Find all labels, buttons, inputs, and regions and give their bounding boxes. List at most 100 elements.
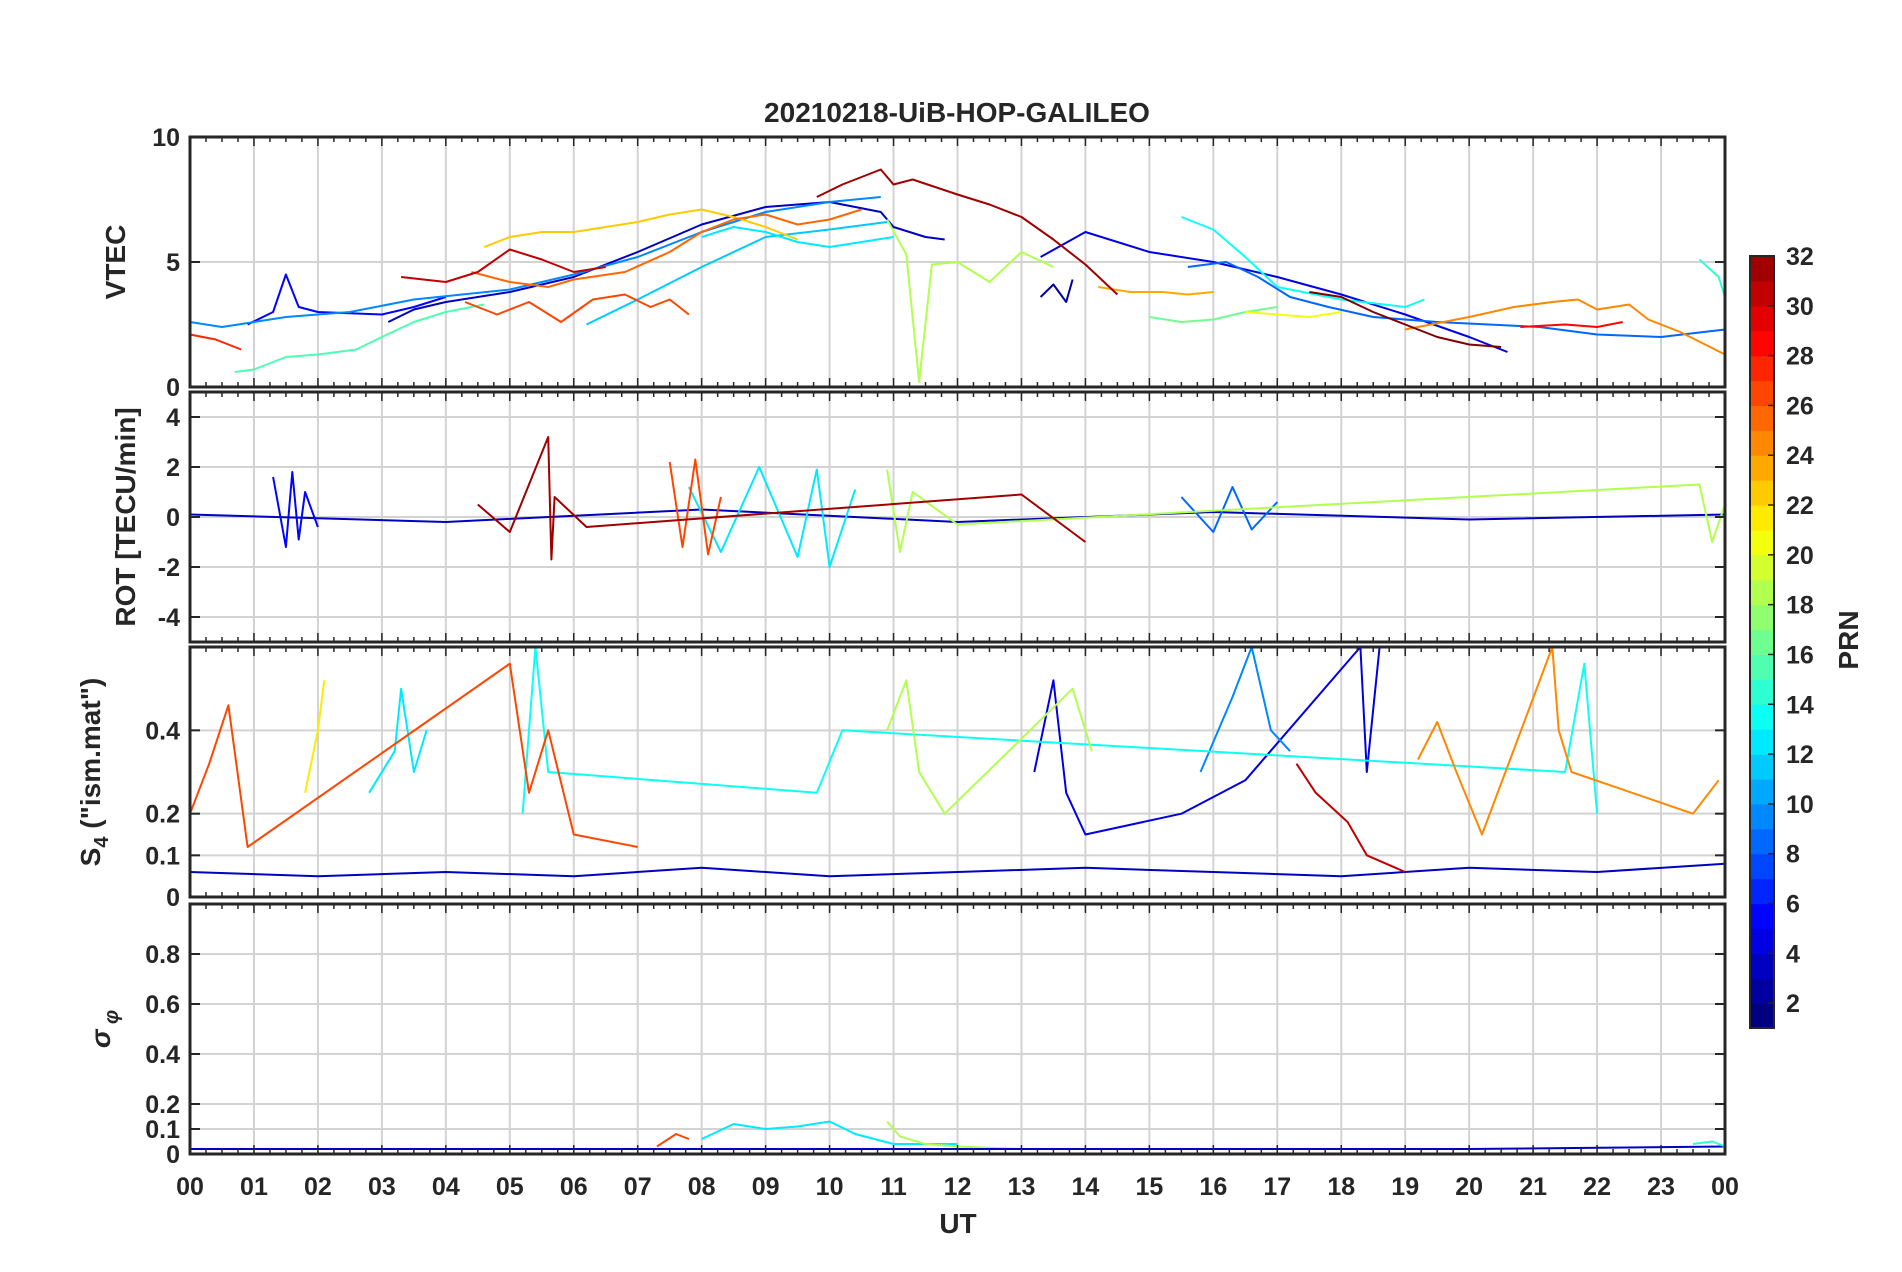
series-prn-22 <box>483 208 798 248</box>
x-tick-label: 12 <box>944 1173 972 1201</box>
series-prn-2 <box>1039 279 1074 303</box>
colorbar-segment <box>1750 280 1774 307</box>
y-axis-title: σ φ <box>85 1010 123 1048</box>
y-tick-label: -4 <box>158 604 180 632</box>
colorbar-segment <box>1750 604 1774 631</box>
series-prn-5 <box>247 273 447 326</box>
x-tick-label: 10 <box>816 1173 844 1201</box>
colorbar-tick-label: 14 <box>1786 691 1814 719</box>
colorbar-tick-label: 28 <box>1786 343 1814 371</box>
colorbar-tick-label: 2 <box>1786 990 1800 1018</box>
colorbar-frame <box>1749 255 1775 1029</box>
series-prn-26 <box>189 662 638 848</box>
colorbar-label: PRN <box>1833 610 1864 669</box>
colorbar-segment <box>1750 928 1774 954</box>
colorbar-segment <box>1750 878 1774 905</box>
series-prn-12 <box>688 466 857 568</box>
series-prn-3 <box>387 201 945 323</box>
series-prn-23 <box>1098 286 1214 296</box>
sigma-panel: 00.10.2 0.4 0.6 0.8 σ φ <box>85 902 1727 1169</box>
series-prn-3 <box>189 862 1726 878</box>
series-prn-4 <box>1040 231 1508 353</box>
series-prn-18 <box>886 679 1093 815</box>
vtec-panel: 0 5 10 VTEC <box>100 124 1727 402</box>
colorbar-segment <box>1750 529 1774 556</box>
y-tick-label: 0 <box>166 884 180 912</box>
x-tick-label: 04 <box>432 1173 460 1201</box>
colorbar-segment <box>1750 778 1774 805</box>
colorbar-segment <box>1750 305 1774 332</box>
series-prn-14 <box>1692 1140 1726 1148</box>
colorbar-tick-label: 22 <box>1786 492 1814 520</box>
x-tick-label: 00 <box>176 1173 204 1201</box>
colorbar-segment <box>1750 903 1774 929</box>
colorbar-segment <box>1750 828 1774 855</box>
series-prn-26 <box>668 458 722 556</box>
colorbar-tick-label: 18 <box>1786 592 1814 620</box>
series-prn-4 <box>1033 646 1381 836</box>
colorbar-tick-label: 12 <box>1786 741 1814 769</box>
x-tick-label: 21 <box>1519 1173 1547 1201</box>
series-prn-21 <box>304 680 326 794</box>
series-prn-31 <box>477 436 1086 561</box>
series-prn-18 <box>886 469 1726 553</box>
colorbar-segment <box>1750 330 1774 357</box>
y-tick-label: 0.1 <box>145 1116 180 1144</box>
x-tick-label: 19 <box>1391 1173 1419 1201</box>
s4-panel: 0 0.1 0.2 0.4 S4 ("ism.mat") <box>75 645 1727 912</box>
series-prn-30 <box>400 248 606 283</box>
colorbar-segment <box>1750 853 1774 880</box>
colorbar-segment <box>1750 953 1774 979</box>
x-tick-label: 03 <box>368 1173 396 1201</box>
colorbar-segment <box>1750 405 1774 431</box>
colorbar-segment <box>1750 654 1774 680</box>
y-axis-title: VTEC <box>100 225 131 300</box>
x-tick-label: 15 <box>1135 1173 1163 1201</box>
x-tick-label: 07 <box>624 1173 652 1201</box>
colorbar-segment <box>1750 355 1774 382</box>
y-tick-label: 4 <box>166 404 180 432</box>
y-tick-label: 0 <box>166 1141 180 1169</box>
colorbar-tick-label: 24 <box>1786 442 1814 470</box>
series-prn-25 <box>471 208 862 288</box>
y-tick-label: 0.6 <box>145 991 180 1019</box>
series-prn-11 <box>586 221 888 326</box>
colorbar-tick-label: 30 <box>1786 293 1814 321</box>
colorbar-segment <box>1750 380 1774 407</box>
series-prn-8 <box>1180 486 1279 533</box>
y-tick-label: 2 <box>166 454 180 482</box>
plot-frame <box>188 902 1727 1156</box>
series-prn-18 <box>886 219 1054 383</box>
y-axis-title: ROT [TECU/min] <box>110 407 141 626</box>
series-prn-5 <box>272 471 319 548</box>
colorbar-segment <box>1750 480 1774 506</box>
colorbar-tick-label: 16 <box>1786 641 1814 669</box>
colorbar-tick-label: 26 <box>1786 392 1814 420</box>
colorbar-segment <box>1750 729 1774 755</box>
colorbar-segment <box>1750 704 1774 730</box>
series-prn-31 <box>816 168 1119 296</box>
series-prn-12 <box>368 687 428 794</box>
series-prn-20 <box>1245 311 1342 318</box>
x-tick-label: 18 <box>1327 1173 1355 1201</box>
series-prn-26 <box>464 293 690 323</box>
y-tick-label: 0.4 <box>145 1041 180 1069</box>
colorbar-segment <box>1750 803 1774 830</box>
colorbar-tick-label: 20 <box>1786 542 1814 570</box>
colorbar-segment <box>1750 554 1774 581</box>
y-tick-label: 0.8 <box>145 941 180 969</box>
x-tick-label: 20 <box>1455 1173 1483 1201</box>
x-tick-label: 16 <box>1199 1173 1227 1201</box>
plot-frame <box>188 135 1727 389</box>
colorbar-tick-label: 6 <box>1786 890 1800 918</box>
x-axis: 00 01 02 03 04 05 06 07 08 09 10 11 12 13 14 15 16 17 18 19… <box>176 1173 1739 1201</box>
x-tick-label: 13 <box>1008 1173 1036 1201</box>
colorbar-tick-label: 32 <box>1786 243 1814 271</box>
series-prn-27 <box>189 333 242 351</box>
y-tick-label: 0 <box>166 504 180 532</box>
series-prn-12 <box>701 1120 958 1145</box>
x-tick-label: 01 <box>240 1173 268 1201</box>
series-prn-32 <box>1309 291 1502 348</box>
y-tick-label: 0.4 <box>145 717 180 745</box>
